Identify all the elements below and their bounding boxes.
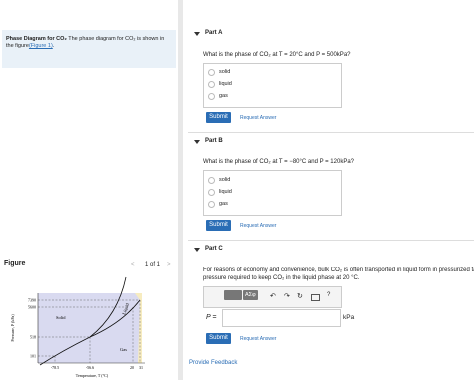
collapse-icon[interactable] bbox=[194, 140, 200, 144]
supercritical bbox=[125, 293, 142, 363]
option[interactable]: solid bbox=[219, 177, 231, 183]
template-button[interactable] bbox=[224, 290, 242, 300]
region-label: Solid bbox=[56, 315, 66, 320]
question: What is the phase of CO₂ at T = −80°C an… bbox=[203, 159, 354, 165]
radio[interactable] bbox=[208, 177, 215, 184]
question: What is the phase of CO₂ at T = 20°C and… bbox=[203, 52, 351, 58]
part-title[interactable]: Part C bbox=[205, 246, 223, 252]
question: pressure required to keep CO₂ in the liq… bbox=[203, 275, 360, 281]
x-tick-label: 31 bbox=[139, 365, 143, 370]
divider bbox=[178, 0, 183, 380]
separator bbox=[188, 132, 474, 133]
intro-box: Phase Diagram for CO₂ The phase diagram … bbox=[2, 30, 176, 68]
request-answer[interactable]: Request Answer bbox=[240, 115, 277, 121]
intro-title: Phase Diagram for CO₂ bbox=[6, 36, 67, 42]
sublimation-curve bbox=[39, 336, 91, 366]
request-answer[interactable]: Request Answer bbox=[240, 336, 277, 342]
x-tick-label: -56.6 bbox=[86, 365, 94, 370]
intro-text: The phase diagram for CO₂ is shown in th… bbox=[6, 36, 165, 49]
figure-link[interactable]: (Figure 1) bbox=[28, 43, 53, 49]
option[interactable]: liquid bbox=[219, 189, 232, 195]
option[interactable]: liquid bbox=[219, 81, 232, 87]
melting-curve bbox=[89, 276, 127, 338]
undo-icon[interactable]: ↶ bbox=[270, 293, 276, 300]
radio[interactable] bbox=[208, 93, 215, 100]
collapse-icon[interactable] bbox=[194, 248, 200, 252]
next-button[interactable]: > bbox=[167, 262, 171, 268]
option[interactable]: gas bbox=[219, 93, 228, 99]
vaporization-curve bbox=[89, 299, 141, 338]
y-tick-label: 5600 bbox=[28, 305, 36, 310]
answer-input[interactable] bbox=[222, 309, 341, 327]
options-box bbox=[203, 63, 342, 108]
figure-heading: Figure bbox=[4, 260, 26, 267]
question: For reasons of economy and convenience, … bbox=[203, 267, 474, 273]
redo-icon[interactable]: ↷ bbox=[284, 293, 290, 300]
radio[interactable] bbox=[208, 189, 215, 196]
phase-diagram: 7390 5600 518 101 -78.5 -56.6 20 31 Temp… bbox=[10, 276, 145, 379]
pager: 1 of 1 bbox=[145, 262, 161, 268]
region-label: Gas bbox=[120, 347, 127, 352]
part-title[interactable]: Part B bbox=[205, 138, 223, 144]
feedback-link[interactable]: Provide Feedback bbox=[189, 360, 238, 366]
help-button[interactable]: ? bbox=[327, 292, 331, 298]
y-tick-label: 101 bbox=[30, 354, 36, 359]
prev-button[interactable]: < bbox=[131, 262, 135, 268]
submit-button[interactable]: Submit bbox=[206, 333, 231, 344]
option[interactable]: gas bbox=[219, 201, 228, 207]
collapse-icon[interactable] bbox=[194, 32, 200, 36]
input-label: P = bbox=[206, 314, 217, 321]
submit-button[interactable]: Submit bbox=[206, 220, 231, 231]
x-tick-label: -78.5 bbox=[51, 365, 59, 370]
options-box bbox=[203, 170, 342, 216]
request-answer[interactable]: Request Answer bbox=[240, 223, 277, 229]
part-title[interactable]: Part A bbox=[205, 30, 223, 36]
intro-end: . bbox=[52, 43, 55, 49]
option[interactable]: solid bbox=[219, 69, 231, 75]
x-tick-label: 20 bbox=[130, 365, 134, 370]
separator bbox=[188, 240, 474, 241]
submit-button[interactable]: Submit bbox=[206, 112, 231, 123]
y-axis-title: Pressure, P (kPa) bbox=[10, 314, 16, 342]
unit: kPa bbox=[343, 314, 355, 321]
reset-icon[interactable]: ↻ bbox=[297, 293, 303, 300]
x-axis-title: Temperature, T (°C) bbox=[76, 373, 109, 379]
y-tick-label: 518 bbox=[30, 335, 36, 340]
y-tick-label: 7390 bbox=[28, 298, 36, 303]
region-label: Liquid bbox=[121, 302, 130, 316]
symbol-button[interactable]: ΑΣφ bbox=[243, 290, 258, 300]
radio[interactable] bbox=[208, 81, 215, 88]
keyboard-icon[interactable] bbox=[311, 294, 320, 301]
radio[interactable] bbox=[208, 201, 215, 208]
radio[interactable] bbox=[208, 69, 215, 76]
